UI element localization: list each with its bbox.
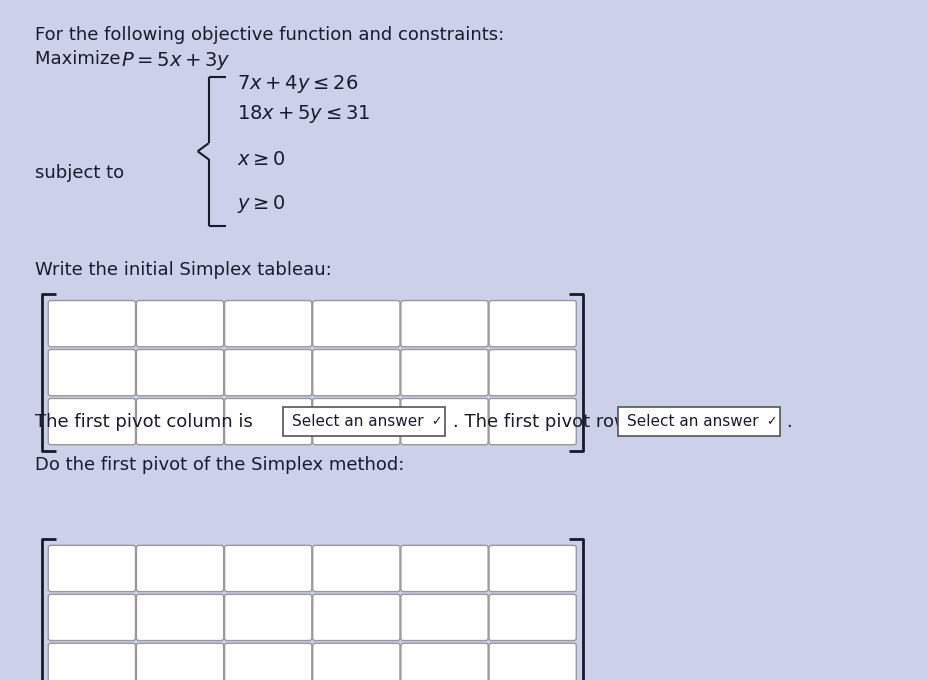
Text: .: . <box>785 413 791 430</box>
FancyBboxPatch shape <box>48 594 135 641</box>
FancyBboxPatch shape <box>136 398 223 445</box>
FancyBboxPatch shape <box>312 350 400 396</box>
FancyBboxPatch shape <box>617 407 780 436</box>
FancyBboxPatch shape <box>400 398 488 445</box>
FancyBboxPatch shape <box>312 594 400 641</box>
FancyBboxPatch shape <box>48 643 135 680</box>
FancyBboxPatch shape <box>48 350 135 396</box>
FancyBboxPatch shape <box>312 398 400 445</box>
Text: $x \geq 0$: $x \geq 0$ <box>236 150 286 169</box>
FancyBboxPatch shape <box>489 398 576 445</box>
FancyBboxPatch shape <box>489 594 576 641</box>
FancyBboxPatch shape <box>136 350 223 396</box>
Text: Select an answer: Select an answer <box>627 414 758 429</box>
Text: subject to: subject to <box>35 165 124 182</box>
FancyBboxPatch shape <box>489 545 576 592</box>
FancyBboxPatch shape <box>48 301 135 347</box>
Text: Select an answer: Select an answer <box>292 414 424 429</box>
Text: ✓: ✓ <box>430 415 441 428</box>
FancyBboxPatch shape <box>283 407 445 436</box>
FancyBboxPatch shape <box>48 545 135 592</box>
Text: Maximize: Maximize <box>35 50 126 67</box>
Text: $P = 5x + 3y$: $P = 5x + 3y$ <box>121 50 230 71</box>
FancyBboxPatch shape <box>312 643 400 680</box>
FancyBboxPatch shape <box>224 398 311 445</box>
FancyBboxPatch shape <box>489 643 576 680</box>
Text: $7x + 4y \leq 26$: $7x + 4y \leq 26$ <box>236 73 358 95</box>
Text: ✓: ✓ <box>765 415 776 428</box>
FancyBboxPatch shape <box>400 301 488 347</box>
FancyBboxPatch shape <box>489 350 576 396</box>
Text: Write the initial Simplex tableau:: Write the initial Simplex tableau: <box>35 261 332 279</box>
FancyBboxPatch shape <box>136 643 223 680</box>
FancyBboxPatch shape <box>136 301 223 347</box>
FancyBboxPatch shape <box>489 301 576 347</box>
FancyBboxPatch shape <box>136 594 223 641</box>
FancyBboxPatch shape <box>48 398 135 445</box>
FancyBboxPatch shape <box>136 545 223 592</box>
FancyBboxPatch shape <box>400 350 488 396</box>
Text: Do the first pivot of the Simplex method:: Do the first pivot of the Simplex method… <box>35 456 404 473</box>
Text: $18x + 5y \leq 31$: $18x + 5y \leq 31$ <box>236 103 370 125</box>
Text: . The first pivot row is: . The first pivot row is <box>452 413 648 430</box>
Text: The first pivot column is: The first pivot column is <box>35 413 253 430</box>
FancyBboxPatch shape <box>400 545 488 592</box>
FancyBboxPatch shape <box>224 643 311 680</box>
FancyBboxPatch shape <box>312 301 400 347</box>
FancyBboxPatch shape <box>224 545 311 592</box>
Text: $y \geq 0$: $y \geq 0$ <box>236 193 286 215</box>
FancyBboxPatch shape <box>400 643 488 680</box>
FancyBboxPatch shape <box>400 594 488 641</box>
FancyBboxPatch shape <box>224 350 311 396</box>
FancyBboxPatch shape <box>224 301 311 347</box>
FancyBboxPatch shape <box>312 545 400 592</box>
Text: For the following objective function and constraints:: For the following objective function and… <box>35 26 504 44</box>
FancyBboxPatch shape <box>224 594 311 641</box>
